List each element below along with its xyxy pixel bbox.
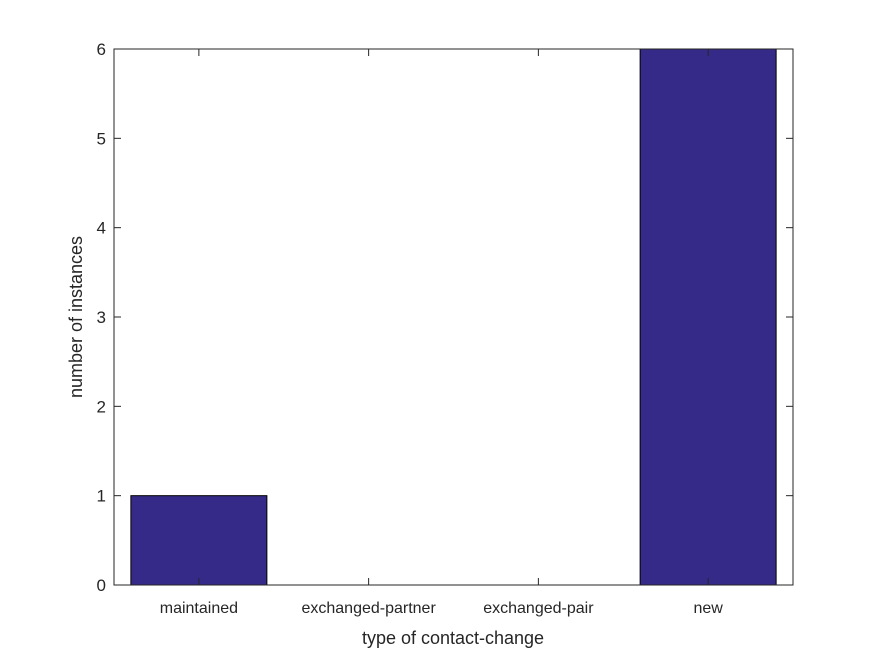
bar-new — [639, 48, 777, 586]
x-axis-label: type of contact-change — [362, 628, 544, 648]
x-tick-label: new — [693, 600, 723, 617]
y-tick-label: 4 — [97, 219, 106, 238]
y-tick-label: 1 — [97, 487, 106, 506]
x-tick-label: exchanged-partner — [301, 600, 436, 617]
y-tick-label: 0 — [97, 576, 106, 595]
x-tick-label: exchanged-pair — [483, 600, 594, 617]
y-tick-label: 3 — [97, 308, 106, 327]
y-tick-label: 2 — [97, 397, 106, 416]
y-tick-label: 5 — [97, 129, 106, 148]
y-axis-label: number of instances — [66, 236, 86, 398]
axes-box — [113, 48, 794, 586]
x-tick-label: maintained — [160, 600, 238, 617]
bar-maintained — [130, 495, 268, 586]
y-tick-label: 6 — [97, 40, 106, 59]
